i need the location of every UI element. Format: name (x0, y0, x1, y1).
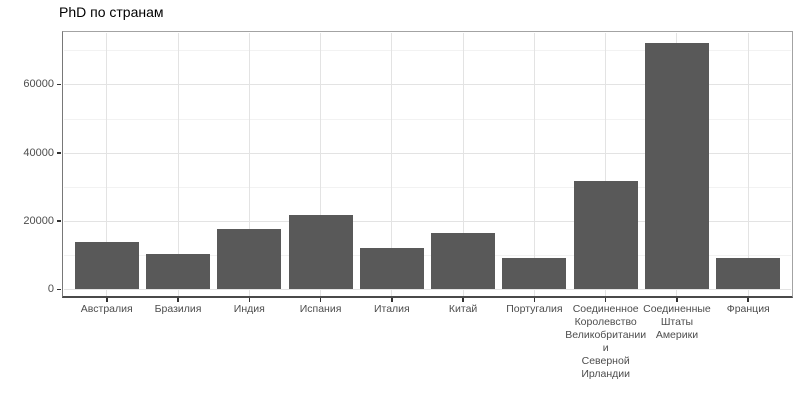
category-gridline (320, 33, 322, 296)
x-tick-label: Бразилия (154, 303, 202, 315)
x-tick-mark (319, 298, 322, 302)
minor-gridline (64, 118, 791, 120)
category-gridline (605, 33, 607, 296)
x-tick-mark (533, 298, 536, 302)
major-gridline (64, 289, 791, 290)
x-tick-label: Франция (726, 303, 770, 315)
bar (431, 233, 496, 289)
y-tick-label: 60000 (23, 78, 54, 91)
x-tick-mark (462, 298, 464, 302)
x-tick-mark (391, 298, 393, 302)
bar (573, 180, 638, 289)
x-tick-label: Соединенные Штаты Америки (643, 303, 711, 341)
bar (359, 248, 424, 289)
x-tick-mark (177, 298, 179, 302)
y-tick-mark (57, 83, 61, 86)
major-gridline (64, 152, 791, 154)
x-tick-label: Китай (448, 303, 478, 315)
bar (74, 241, 139, 289)
bar (288, 215, 353, 289)
x-tick-label: Соединенное Королевство Великобритании и… (565, 303, 647, 380)
x-tick-mark (106, 298, 108, 302)
plot-panel (62, 31, 793, 298)
x-tick-mark (604, 298, 607, 302)
y-tick-label: 40000 (23, 146, 54, 159)
x-tick-label: Испания (299, 303, 342, 315)
category-gridline (248, 33, 250, 296)
x-tick-mark (676, 298, 678, 302)
y-tick-mark (57, 220, 61, 222)
y-tick-label: 0 (47, 283, 54, 295)
major-gridline (64, 84, 791, 86)
major-gridline (64, 220, 791, 222)
y-tick-label: 20000 (23, 214, 54, 227)
y-tick-mark (57, 288, 61, 290)
x-tick-label: Индия (233, 303, 265, 315)
bar (644, 43, 710, 289)
bar (716, 257, 781, 289)
x-tick-label: Португалия (506, 303, 563, 315)
x-tick-mark (248, 298, 251, 302)
category-gridline (462, 33, 464, 296)
x-tick-label: Италия (373, 303, 410, 315)
category-gridline (391, 33, 393, 296)
bar (217, 229, 282, 289)
bar (145, 253, 211, 289)
category-gridline (177, 33, 179, 296)
minor-gridline (64, 254, 791, 256)
x-tick-mark (747, 298, 749, 302)
bar (502, 257, 567, 289)
category-gridline (747, 33, 749, 296)
chart-title: PhD по странам (59, 4, 164, 20)
minor-gridline (64, 186, 791, 188)
minor-gridline (64, 50, 791, 52)
y-tick-mark (57, 152, 61, 154)
category-gridline (106, 33, 108, 296)
x-tick-label: Австралия (80, 303, 133, 315)
category-gridline (533, 33, 535, 296)
